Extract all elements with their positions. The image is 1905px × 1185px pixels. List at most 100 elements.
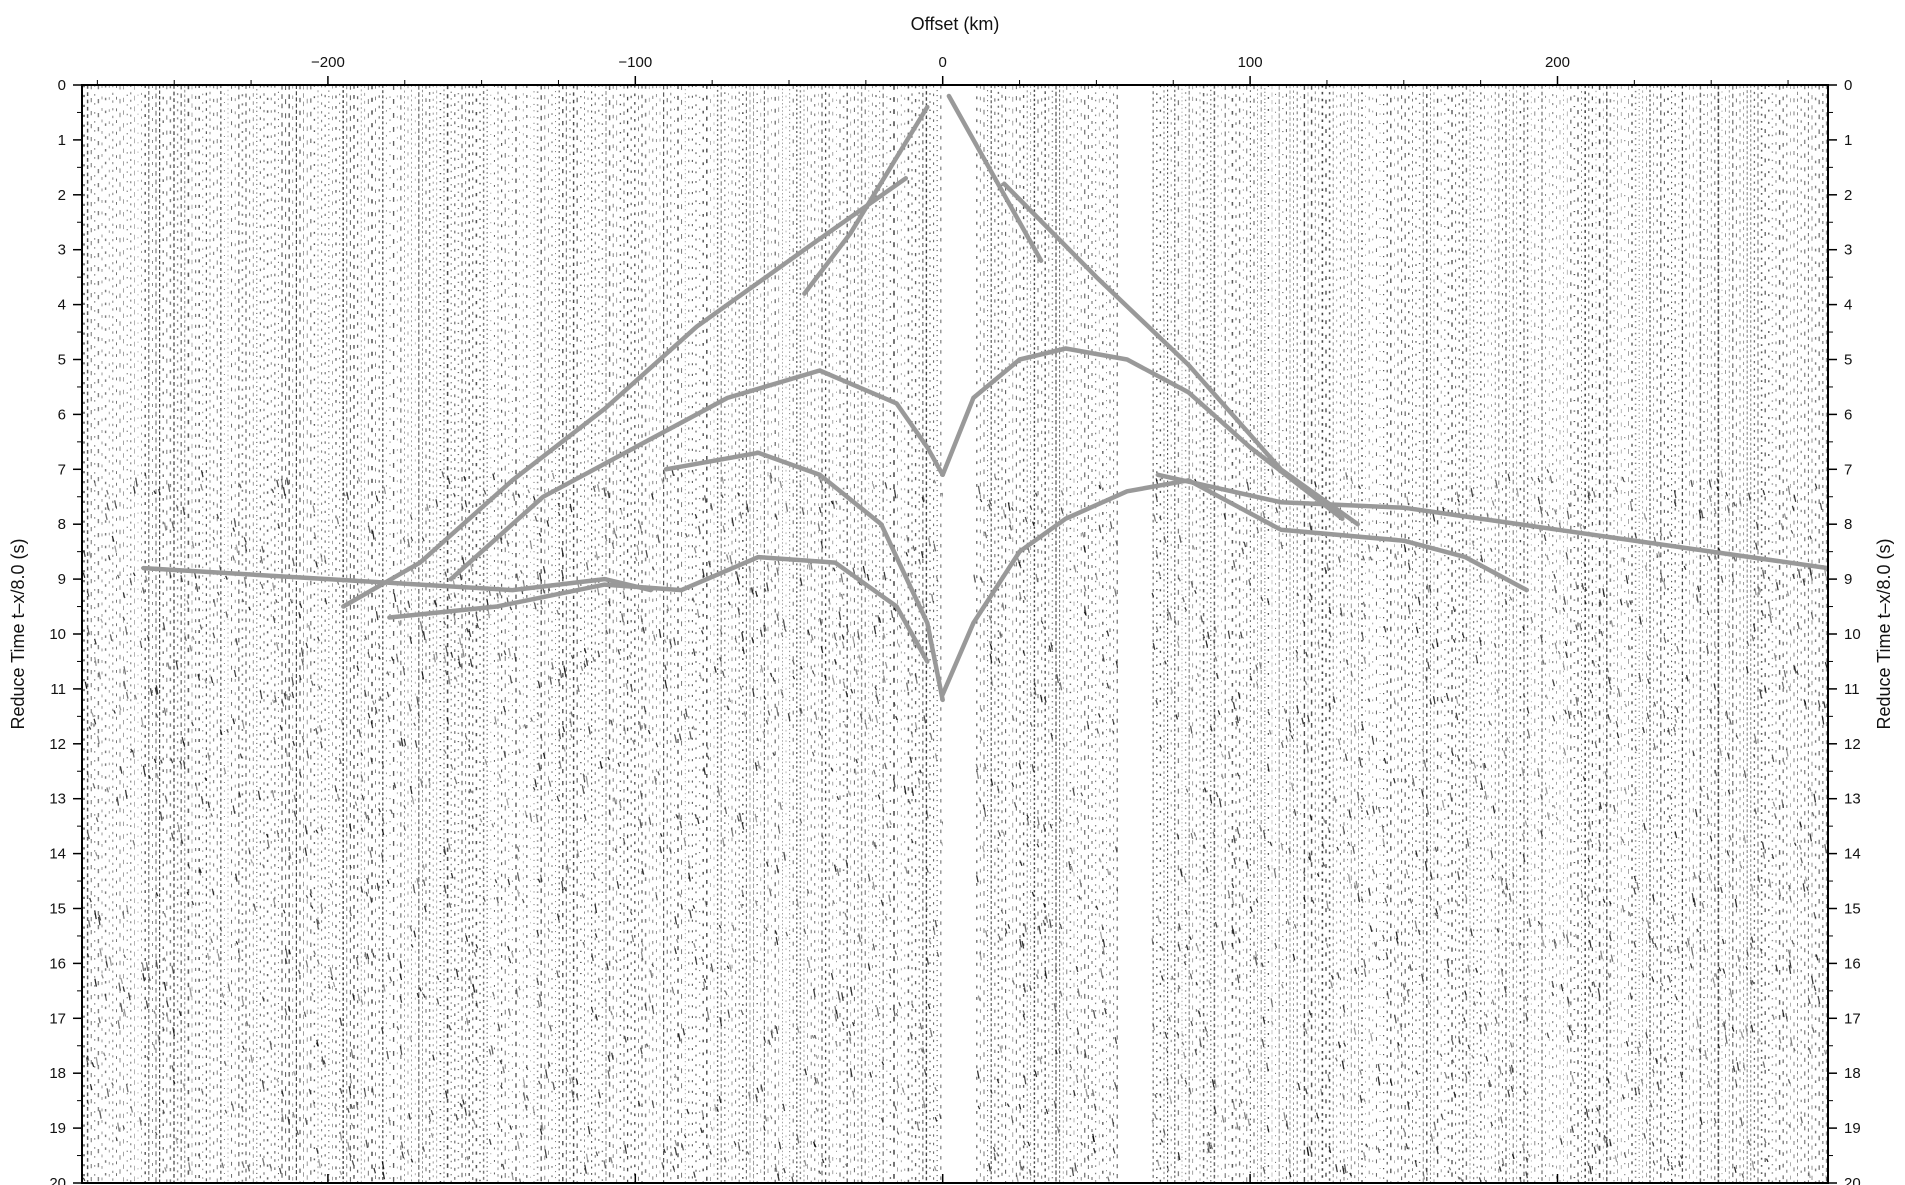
seismic-wiggle (892, 778, 896, 788)
seismic-wiggle (643, 722, 647, 731)
seismic-wiggle (155, 892, 159, 897)
seismic-wiggle (1321, 841, 1325, 849)
seismic-wiggle (706, 755, 710, 760)
seismic-wiggle (87, 919, 91, 928)
seismic-wiggle (1750, 936, 1754, 943)
seismic-wiggle (332, 981, 336, 988)
seismic-wiggle (1542, 939, 1545, 947)
seismic-wiggle (692, 648, 696, 657)
seismic-wiggle (259, 690, 263, 700)
seismic-wiggle (1039, 694, 1043, 703)
seismic-wiggle (1166, 611, 1170, 621)
seismic-wiggle (639, 1047, 643, 1055)
seismic-wiggle (1540, 794, 1543, 801)
seismic-wiggle (905, 682, 909, 691)
seismic-wiggle (1719, 748, 1723, 757)
seismic-wiggle (266, 839, 270, 848)
seismic-wiggle (1727, 642, 1731, 647)
seismic-wiggle (430, 1109, 434, 1116)
seismic-wiggle (1466, 864, 1469, 869)
seismic-wiggle (1101, 924, 1105, 930)
seismic-wiggle (155, 713, 159, 718)
seismic-wiggle (452, 492, 456, 497)
seismic-wiggle (1594, 634, 1597, 643)
seismic-wiggle (304, 825, 308, 835)
seismic-wiggle (287, 1005, 291, 1012)
seismic-wiggle (740, 903, 743, 909)
seismic-wiggle (292, 740, 296, 746)
seismic-wiggle (1619, 599, 1623, 606)
seismic-wiggle (496, 897, 499, 904)
seismic-wiggle (461, 648, 465, 658)
seismic-wiggle (835, 1009, 839, 1019)
seismic-wiggle (1059, 923, 1063, 930)
seismic-wiggle (194, 929, 198, 935)
seismic-wiggle (416, 877, 420, 885)
seismic-wiggle (1751, 980, 1755, 984)
seismic-wiggle (1393, 956, 1397, 964)
seismic-wiggle (146, 1055, 150, 1061)
seismic-wiggle (232, 805, 236, 814)
seismic-wiggle (1092, 1009, 1096, 1019)
seismic-wiggle (977, 485, 981, 495)
seismic-wiggle (1725, 491, 1729, 497)
seismic-wiggle (988, 1163, 991, 1172)
seismic-wiggle (982, 804, 986, 810)
seismic-wiggle (1246, 481, 1250, 491)
seismic-wiggle (835, 642, 838, 647)
seismic-wiggle (1106, 682, 1110, 689)
seismic-wiggle (1624, 787, 1627, 795)
seismic-wiggle (1734, 898, 1738, 908)
seismic-wiggle (1012, 980, 1015, 985)
seismic-wiggle (570, 655, 574, 660)
seismic-wiggle (1792, 573, 1795, 580)
seismic-wiggle (305, 895, 309, 899)
seismic-wiggle (293, 1070, 296, 1076)
seismic-wiggle (206, 952, 210, 961)
seismic-wiggle (772, 677, 776, 682)
seismic-wiggle (1582, 525, 1586, 530)
seismic-wiggle (1540, 634, 1543, 643)
seismic-wiggle (782, 1103, 786, 1112)
seismic-wiggle (675, 813, 679, 818)
seismic-wiggle (1427, 999, 1431, 1005)
seismic-wiggle (204, 679, 208, 684)
seismic-wiggle (1098, 524, 1102, 534)
seismic-wiggle (1023, 987, 1027, 993)
seismic-wiggle (106, 502, 110, 510)
seismic-wiggle (603, 1160, 607, 1169)
seismic-wiggle (1157, 915, 1161, 923)
seismic-wiggle (1644, 565, 1648, 572)
seismic-wiggle (179, 760, 183, 766)
seismic-wiggle (191, 900, 195, 906)
seismic-wiggle (315, 1147, 319, 1154)
seismic-wiggle (1470, 488, 1474, 498)
seismic-wiggle (722, 525, 726, 533)
seismic-wiggle (1802, 883, 1806, 892)
seismic-wiggle (1221, 1115, 1225, 1123)
seismic-wiggle (1676, 945, 1680, 954)
seismic-wiggle (1509, 596, 1513, 601)
seismic-wiggle (1628, 911, 1632, 917)
seismic-wiggle (681, 1144, 685, 1151)
seismic-wiggle (519, 1178, 522, 1183)
seismic-wiggle (830, 767, 834, 772)
seismic-wiggle (1422, 1171, 1426, 1180)
seismic-wiggle (668, 847, 672, 854)
seismic-wiggle (114, 545, 117, 553)
seismic-wiggle (1177, 984, 1181, 990)
seismic-wiggle (348, 1086, 352, 1096)
seismic-wiggle (1706, 610, 1710, 616)
seismic-wiggle (1500, 968, 1504, 977)
seismic-wiggle (250, 1054, 254, 1063)
seismic-wiggle (1155, 549, 1159, 559)
seismic-wiggle (516, 846, 520, 852)
seismic-wiggle (1188, 1087, 1192, 1095)
seismic-wiggle (889, 820, 892, 825)
seismic-wiggle (1606, 667, 1610, 673)
seismic-wiggle (1709, 853, 1713, 860)
seismic-wiggle (1726, 850, 1730, 856)
seismic-wiggle (799, 577, 803, 586)
seismic-wiggle (1353, 1027, 1357, 1035)
seismic-wiggle (726, 705, 730, 710)
